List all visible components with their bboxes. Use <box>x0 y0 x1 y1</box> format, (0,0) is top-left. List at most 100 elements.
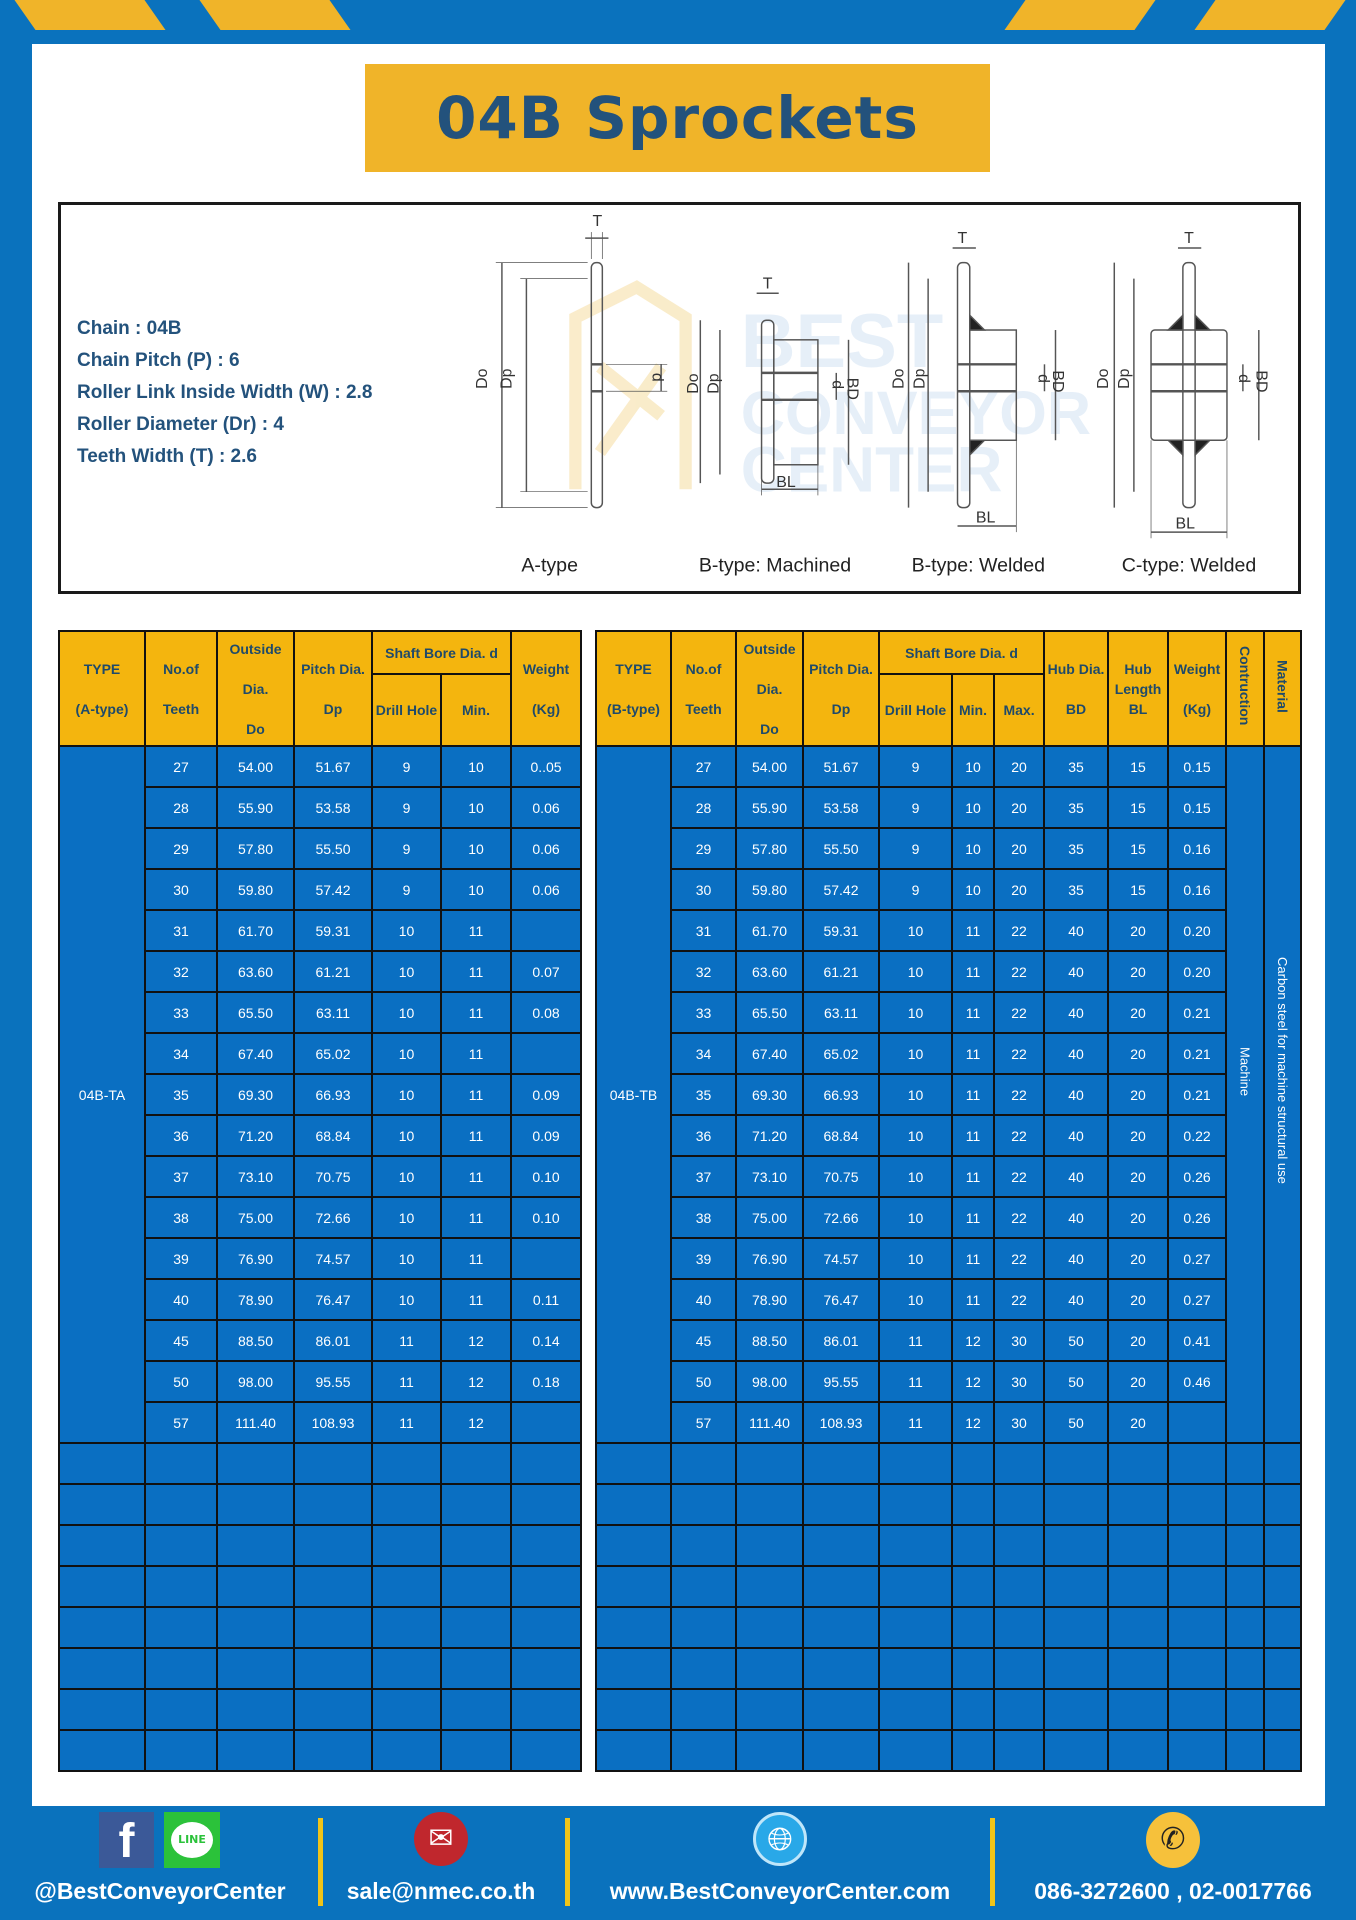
decor-stripe <box>199 0 351 30</box>
empty-row <box>595 1688 1303 1731</box>
drill-hole-cell: 11 <box>878 1319 953 1362</box>
drill-hole-cell: 10 <box>878 1032 953 1075</box>
outside-dia-cell: 63.60 <box>216 950 295 993</box>
weight-cell: 0.10 <box>510 1155 583 1198</box>
teeth-cell: 27 <box>670 745 737 788</box>
hub-length-cell: 20 <box>1107 1401 1170 1444</box>
pitch-dia-cell: 72.66 <box>802 1196 880 1239</box>
weight-cell: 0.27 <box>1167 1278 1228 1321</box>
empty-cell <box>1263 1606 1303 1649</box>
weight-cell: 0.08 <box>510 991 583 1034</box>
facebook-icon[interactable]: f <box>99 1812 154 1868</box>
outside-dia-cell: 69.30 <box>735 1073 804 1116</box>
table-row: 35 69.30 66.93 10 11 22 40 20 0.21 <box>596 1073 1301 1116</box>
empty-cell <box>510 1647 583 1690</box>
globe-icon[interactable]: 🌐︎ <box>753 1812 807 1866</box>
weight-cell: 0.09 <box>510 1073 583 1116</box>
teeth-cell: 34 <box>144 1032 218 1075</box>
svg-text:CONVEYOR: CONVEYOR <box>741 379 1091 447</box>
teeth-cell: 33 <box>144 991 218 1034</box>
email-icon[interactable]: ✉ <box>414 1812 468 1866</box>
outside-dia-cell: 57.80 <box>735 827 804 870</box>
empty-cell <box>1107 1442 1170 1485</box>
empty-row <box>595 1442 1303 1485</box>
min-bore-cell: 11 <box>439 1278 513 1321</box>
min-bore-cell: 10 <box>439 786 513 829</box>
empty-cell <box>670 1483 737 1526</box>
empty-cell <box>735 1647 804 1690</box>
empty-cell <box>371 1647 442 1690</box>
empty-cell <box>670 1606 737 1649</box>
weight-cell: 0.46 <box>1167 1360 1228 1403</box>
table-row: 04B-TB 27 54.00 51.67 9 10 20 35 15 0.15 Machine Ca… <box>595 745 1303 1444</box>
drill-hole-cell: 10 <box>371 991 442 1034</box>
hub-length-cell: 20 <box>1107 1032 1170 1075</box>
svg-text:Dp: Dp <box>1116 368 1133 388</box>
min-bore-cell: 10 <box>951 745 995 788</box>
empty-cell <box>144 1483 218 1526</box>
teeth-cell: 33 <box>670 991 737 1034</box>
caption-b-welded: B-type: Welded <box>912 554 1045 576</box>
table-row: 45 88.50 86.01 11 12 30 50 20 0.41 <box>596 1319 1301 1362</box>
empty-cell <box>802 1729 880 1772</box>
outside-dia-cell: 71.20 <box>735 1114 804 1157</box>
min-bore-cell: 11 <box>951 1114 995 1157</box>
pitch-dia-cell: 68.84 <box>293 1114 373 1157</box>
hub-dia-cell: 50 <box>1043 1360 1110 1403</box>
drill-hole-cell: 11 <box>371 1401 442 1444</box>
outside-dia-cell: 61.70 <box>216 909 295 952</box>
empty-cell <box>371 1606 442 1649</box>
svg-text:d: d <box>1034 374 1051 383</box>
min-bore-cell: 11 <box>439 950 513 993</box>
empty-cell <box>670 1729 737 1772</box>
hub-length-cell: 20 <box>1107 1319 1170 1362</box>
drill-hole-cell: 10 <box>878 950 953 993</box>
teeth-cell: 29 <box>670 827 737 870</box>
c-type-welded-drawing <box>1113 247 1260 539</box>
min-bore-cell: 12 <box>951 1360 995 1403</box>
hub-length-cell: 15 <box>1107 786 1170 829</box>
pitch-dia-cell: 51.67 <box>293 745 373 788</box>
outside-dia-cell: 57.80 <box>216 827 295 870</box>
phone-numbers[interactable]: 086-3272600 , 02-0017766 <box>1034 1878 1312 1904</box>
drill-hole-cell: 10 <box>878 1278 953 1321</box>
pitch-dia-cell: 65.02 <box>293 1032 373 1075</box>
empty-cell <box>144 1647 218 1690</box>
decor-stripe <box>1194 0 1346 30</box>
teeth-cell: 35 <box>670 1073 737 1116</box>
min-bore-cell: 10 <box>951 786 995 829</box>
hub-length-cell: 20 <box>1107 991 1170 1034</box>
social-handle-link[interactable]: @BestConveyorCenter <box>34 1878 286 1904</box>
hub-dia-cell: 35 <box>1043 745 1110 788</box>
material-cell: Carbon steel for machine structural use <box>1263 745 1303 1444</box>
phone-icon[interactable]: ✆ <box>1146 1812 1200 1868</box>
svg-text:Do: Do <box>474 368 491 388</box>
svg-text:BL: BL <box>1176 515 1196 532</box>
drill-hole-cell: 9 <box>371 827 442 870</box>
drill-hole-cell: 11 <box>371 1360 442 1403</box>
empty-cell <box>802 1483 880 1526</box>
weight-cell: 0.21 <box>1167 1073 1228 1116</box>
teeth-cell: 57 <box>144 1401 218 1444</box>
teeth-cell: 30 <box>144 868 218 911</box>
empty-cell <box>992 1606 1046 1649</box>
pitch-dia-cell: 53.58 <box>802 786 880 829</box>
line-icon[interactable]: LINE <box>164 1812 220 1868</box>
empty-cell <box>1167 1606 1228 1649</box>
outside-dia-cell: 78.90 <box>735 1278 804 1321</box>
min-bore-cell: 11 <box>951 1278 995 1321</box>
website-link[interactable]: www.BestConveyorCenter.com <box>609 1878 951 1904</box>
pitch-dia-cell: 72.66 <box>293 1196 373 1239</box>
empty-cell <box>670 1688 737 1731</box>
empty-cell <box>58 1524 146 1567</box>
spec-roller-width: Roller Link Inside Width (W) : 2.8 <box>77 382 373 403</box>
pitch-dia-cell: 74.57 <box>802 1237 880 1280</box>
empty-row <box>595 1606 1303 1649</box>
pitch-dia-cell: 66.93 <box>802 1073 880 1116</box>
email-link[interactable]: sale@nmec.co.th <box>346 1878 536 1904</box>
min-bore-cell: 11 <box>951 1073 995 1116</box>
line-badge: LINE <box>171 1822 213 1858</box>
empty-cell <box>439 1688 513 1731</box>
sprocket-drawings: BEST CONVEYOR CENTER <box>474 213 1269 576</box>
table-row: 45 88.50 86.01 11 12 0.14 <box>59 1319 583 1362</box>
